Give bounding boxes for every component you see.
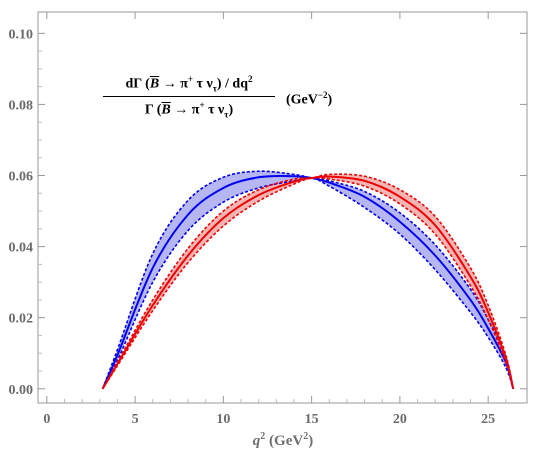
x-tick-label: 5 — [132, 412, 139, 427]
y-ticks: 0.00 0.02 0.04 0.06 0.08 0.10 — [9, 27, 527, 398]
y-tick-label: 0.08 — [9, 98, 34, 113]
formula-numerator: dΓ (B → π+ τ ντ) / dq2 — [125, 74, 253, 94]
curves — [101, 170, 515, 390]
x-tick-label: 0 — [43, 412, 50, 427]
y-tick-label: 0.10 — [9, 27, 34, 42]
y-tick-label: 0.00 — [9, 383, 34, 398]
upper-bound-1 — [101, 173, 515, 390]
x-tick-label: 15 — [305, 412, 319, 427]
y-tick-label: 0.04 — [9, 241, 34, 256]
x-axis-label: q2 (GeV2) — [253, 431, 313, 449]
central-curve-1 — [101, 175, 515, 390]
y-tick-label: 0.06 — [9, 170, 34, 185]
central-curve-0 — [101, 174, 515, 390]
y-tick-label: 0.02 — [9, 312, 34, 327]
band-0 — [102, 171, 514, 389]
x-tick-label: 10 — [216, 412, 230, 427]
x-tick-label: 25 — [481, 412, 495, 427]
x-ticks: 0 5 10 15 20 25 — [43, 12, 507, 427]
upper-bound-0 — [101, 170, 515, 390]
uncertainty-bands — [102, 171, 514, 389]
formula-unit: (GeV−2) — [286, 90, 333, 108]
formula-denominator: Γ (B → π+ τ ντ) — [103, 96, 275, 120]
formula-annotation: dΓ (B → π+ τ ντ) / dq2 Γ (B → π+ τ ντ) — [103, 74, 275, 120]
plot-frame — [37, 11, 528, 404]
x-tick-label: 20 — [393, 412, 407, 427]
